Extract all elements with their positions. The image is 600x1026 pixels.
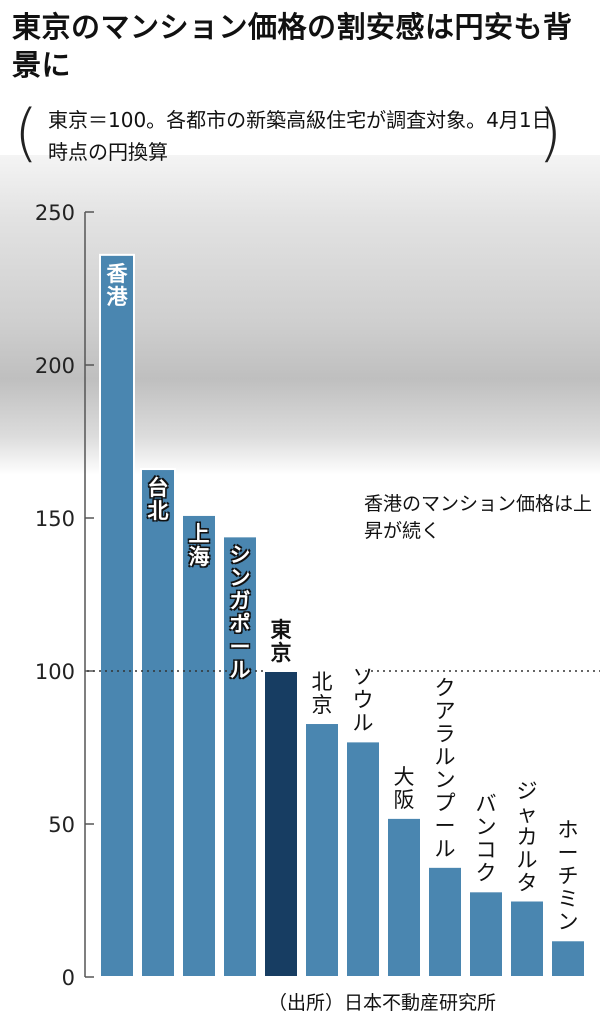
category-label: 東京 <box>270 618 292 665</box>
bar-5 <box>263 670 299 978</box>
category-label: ホーチミン <box>557 818 579 935</box>
annotation-text: 香港のマンション価格は上昇が続く <box>364 493 593 542</box>
category-label: 北京 <box>311 670 333 718</box>
bar-7 <box>345 740 381 978</box>
bar-12 <box>550 939 586 979</box>
bar-1 <box>99 253 135 978</box>
y-tick-label: 250 <box>35 201 75 225</box>
category-label: バンコク <box>475 792 497 886</box>
note-text: 東京＝100。各都市の新築高級住宅が調査対象。4月1日時点の円換算 <box>48 108 552 164</box>
bar-9 <box>427 865 463 979</box>
open-paren-icon: ( <box>14 96 39 169</box>
category-label: 上海 <box>188 521 210 569</box>
y-tick-label: 50 <box>48 813 75 837</box>
bar-6 <box>304 722 340 979</box>
bar-3 <box>181 513 217 978</box>
bar-2 <box>140 468 176 978</box>
category-label: クアラルンプール <box>434 675 456 861</box>
bar-4 <box>222 535 258 978</box>
category-label: 台北 <box>147 476 169 524</box>
category-label: 大阪 <box>393 764 415 812</box>
bar-8 <box>386 816 422 978</box>
category-label: ソウル <box>352 665 374 736</box>
close-paren-icon: ) <box>538 96 563 169</box>
y-tick-label: 200 <box>35 354 75 378</box>
y-tick-label: 150 <box>35 507 75 531</box>
y-tick-label: 100 <box>35 660 75 684</box>
category-label: ジャカルタ <box>516 778 538 895</box>
category-label: 香港 <box>106 261 128 309</box>
bar-10 <box>468 890 504 979</box>
y-tick-label: 0 <box>62 966 75 990</box>
chart-title: 東京のマンション価格の割安感は円安も背景に <box>12 10 573 82</box>
bar-11 <box>509 899 545 978</box>
category-label: シンガポール <box>229 543 251 683</box>
source-note: （出所）日本不動産研究所 <box>268 992 497 1014</box>
chart-note: ( 東京＝100。各都市の新築高級住宅が調査対象。4月1日時点の円換算 ) <box>14 100 574 176</box>
